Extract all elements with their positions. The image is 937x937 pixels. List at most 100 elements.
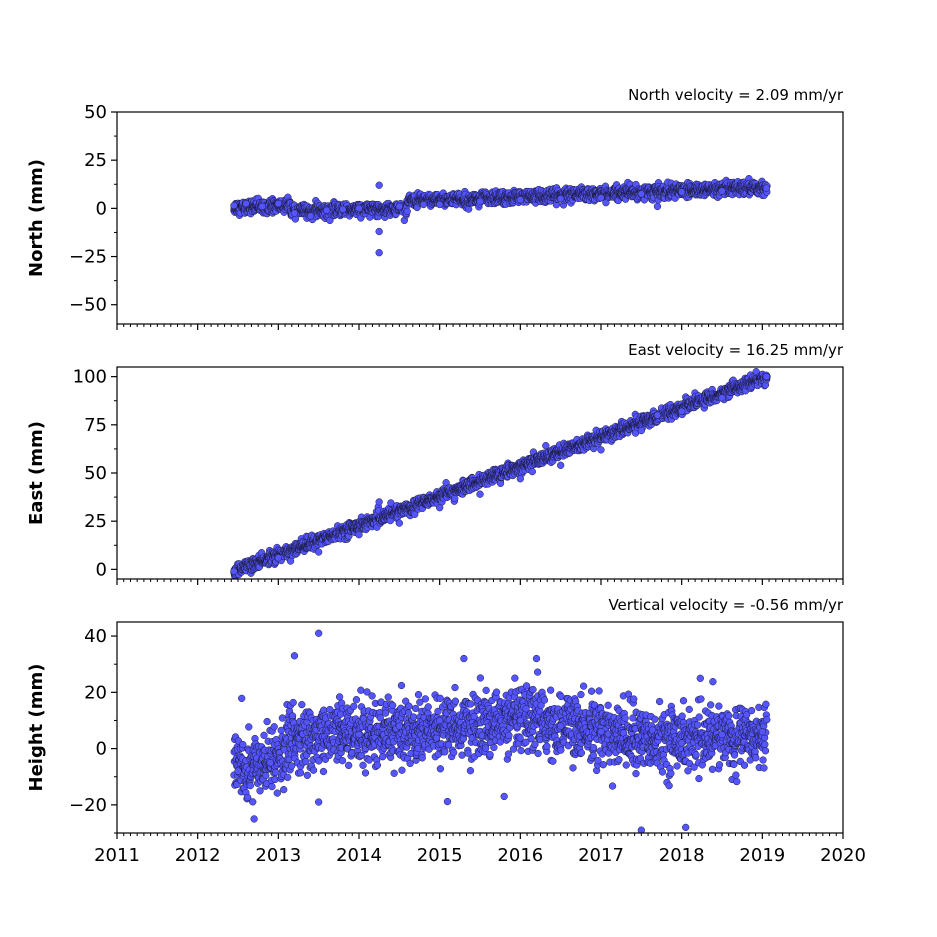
data-point bbox=[436, 504, 444, 512]
data-point bbox=[476, 490, 484, 498]
data-point bbox=[284, 773, 292, 782]
data-point bbox=[476, 197, 484, 206]
plot-frame bbox=[116, 111, 844, 325]
data-point bbox=[288, 762, 296, 770]
data-point bbox=[436, 200, 444, 209]
data-point bbox=[339, 205, 347, 213]
data-point bbox=[419, 200, 428, 209]
y-tick-label: 50 bbox=[84, 463, 107, 484]
data-point bbox=[718, 187, 726, 195]
data-point bbox=[239, 740, 247, 749]
data-point bbox=[597, 446, 605, 454]
data-point bbox=[653, 411, 662, 419]
data-point bbox=[242, 199, 250, 208]
data-point bbox=[263, 717, 271, 726]
data-points bbox=[230, 175, 771, 257]
data-point bbox=[637, 190, 645, 198]
data-point bbox=[352, 696, 361, 704]
velocity-title: North velocity = 2.09 mm/yr bbox=[628, 86, 844, 104]
data-point bbox=[245, 723, 253, 731]
data-point bbox=[289, 698, 297, 707]
y-tick-label: 25 bbox=[84, 511, 107, 532]
data-point bbox=[762, 372, 771, 381]
data-point bbox=[280, 785, 288, 794]
data-point bbox=[244, 793, 252, 802]
data-point bbox=[361, 769, 370, 777]
data-point bbox=[375, 181, 383, 189]
data-point bbox=[350, 702, 358, 710]
data-point bbox=[542, 441, 550, 450]
data-points bbox=[230, 368, 771, 579]
data-point bbox=[230, 201, 238, 210]
data-point bbox=[278, 714, 287, 722]
data-point bbox=[395, 519, 403, 527]
data-point bbox=[345, 761, 353, 770]
data-point bbox=[298, 700, 306, 709]
data-point bbox=[302, 757, 310, 766]
data-points bbox=[230, 629, 771, 833]
data-point bbox=[411, 510, 419, 519]
data-point bbox=[290, 209, 299, 217]
data-point bbox=[403, 207, 411, 215]
data-point bbox=[376, 714, 384, 722]
data-point bbox=[395, 202, 403, 211]
data-point bbox=[246, 782, 254, 790]
data-point bbox=[355, 531, 363, 539]
data-point bbox=[272, 768, 280, 777]
data-point bbox=[274, 554, 282, 562]
data-point bbox=[268, 782, 276, 791]
height-panel: 2011 2012 2013 2014 2015 2016 2017 2018 2019 2020… bbox=[26, 596, 866, 866]
data-point bbox=[359, 761, 367, 769]
data-point bbox=[306, 212, 315, 220]
data-point bbox=[357, 751, 365, 760]
data-point bbox=[357, 686, 365, 694]
data-point bbox=[387, 499, 395, 507]
y-axis-label: North (mm) bbox=[26, 159, 47, 277]
y-tick-label: 75 bbox=[84, 415, 107, 436]
data-point bbox=[315, 548, 323, 556]
data-point bbox=[249, 798, 257, 806]
data-point bbox=[309, 766, 318, 774]
y-tick-label: 25 bbox=[84, 150, 107, 171]
data-point bbox=[238, 694, 246, 703]
data-point bbox=[335, 693, 344, 701]
data-point bbox=[557, 195, 565, 203]
data-point bbox=[528, 467, 536, 476]
y-tick-label: −50 bbox=[69, 295, 107, 316]
y-tick-label: 100 bbox=[73, 367, 107, 388]
data-point bbox=[516, 475, 524, 483]
data-point bbox=[365, 756, 373, 764]
data-point bbox=[678, 407, 686, 415]
north-panel: 50 25 0 −25 −50 North (mm) North velocity = 2.… bbox=[26, 86, 844, 330]
data-point bbox=[557, 461, 565, 469]
data-point bbox=[375, 249, 383, 257]
data-point bbox=[373, 761, 382, 769]
data-point bbox=[762, 184, 771, 192]
data-point bbox=[516, 196, 524, 204]
data-point bbox=[375, 498, 383, 506]
y-tick-label: 0 bbox=[96, 198, 107, 219]
y-tick-label: −25 bbox=[69, 247, 107, 268]
data-point bbox=[273, 789, 281, 797]
velocity-title: East velocity = 16.25 mm/yr bbox=[628, 341, 844, 359]
data-point bbox=[678, 188, 686, 196]
data-point bbox=[262, 771, 270, 780]
data-point bbox=[258, 202, 266, 211]
data-point bbox=[338, 756, 347, 765]
data-point bbox=[375, 227, 383, 236]
data-point bbox=[303, 771, 311, 779]
data-point bbox=[379, 753, 387, 761]
y-tick-label: 0 bbox=[96, 559, 107, 580]
data-point bbox=[319, 767, 328, 776]
y-tick-label: 50 bbox=[84, 102, 107, 123]
data-point bbox=[256, 787, 264, 795]
data-point bbox=[718, 394, 726, 402]
data-point bbox=[653, 202, 662, 211]
data-point bbox=[260, 731, 268, 739]
data-point bbox=[230, 567, 238, 575]
data-point bbox=[274, 199, 282, 208]
data-point bbox=[368, 692, 376, 700]
data-point bbox=[597, 194, 605, 202]
